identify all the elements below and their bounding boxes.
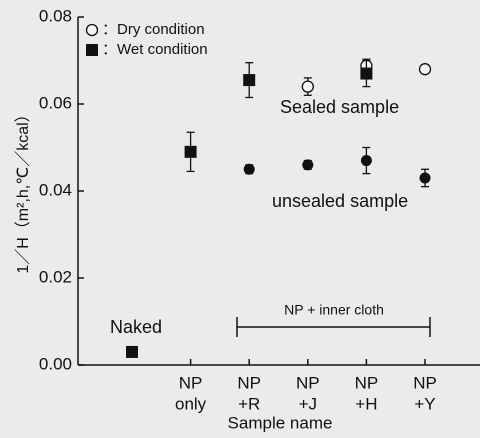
- y-tick-label: 0.00: [39, 354, 72, 373]
- point: [301, 80, 314, 93]
- x-tick-label: NP: [296, 373, 320, 392]
- annotation: Sealed sample: [280, 97, 399, 117]
- point: [360, 155, 372, 167]
- point: [243, 163, 255, 175]
- x-tick-label: only: [175, 394, 207, 413]
- annotation: Naked: [110, 317, 162, 337]
- y-tick-label: 0.04: [39, 180, 72, 199]
- point: [86, 44, 98, 56]
- point: [85, 23, 99, 37]
- x-tick-label: NP: [179, 373, 203, 392]
- annotation: NP + inner cloth: [284, 302, 384, 318]
- x-tick-label: +R: [238, 394, 260, 413]
- x-tick-label: NP: [237, 373, 261, 392]
- point: [184, 145, 197, 158]
- legend-label: ：Wet condition: [102, 41, 208, 58]
- point: [360, 67, 373, 80]
- y-tick-label: 0.08: [39, 6, 72, 25]
- x-axis-label: Sample name: [228, 413, 333, 432]
- y-tick-label: 0.06: [39, 93, 72, 112]
- y-axis-label: 1／H（m²,h,℃／kcal）: [14, 106, 32, 273]
- point: [243, 74, 256, 87]
- x-tick-label: NP: [355, 373, 379, 392]
- bracket: [236, 317, 431, 337]
- x-tick-label: +Y: [414, 394, 435, 413]
- point: [419, 172, 431, 184]
- legend-label: ：Dry condition: [102, 21, 205, 38]
- annotation: unsealed sample: [272, 191, 408, 211]
- x-tick-label: +H: [355, 394, 377, 413]
- point: [126, 345, 138, 358]
- point: [418, 63, 432, 76]
- x-tick-label: NP: [413, 373, 437, 392]
- y-tick-label: 0.02: [39, 267, 72, 286]
- x-tick-label: +J: [299, 394, 317, 413]
- point: [302, 159, 314, 171]
